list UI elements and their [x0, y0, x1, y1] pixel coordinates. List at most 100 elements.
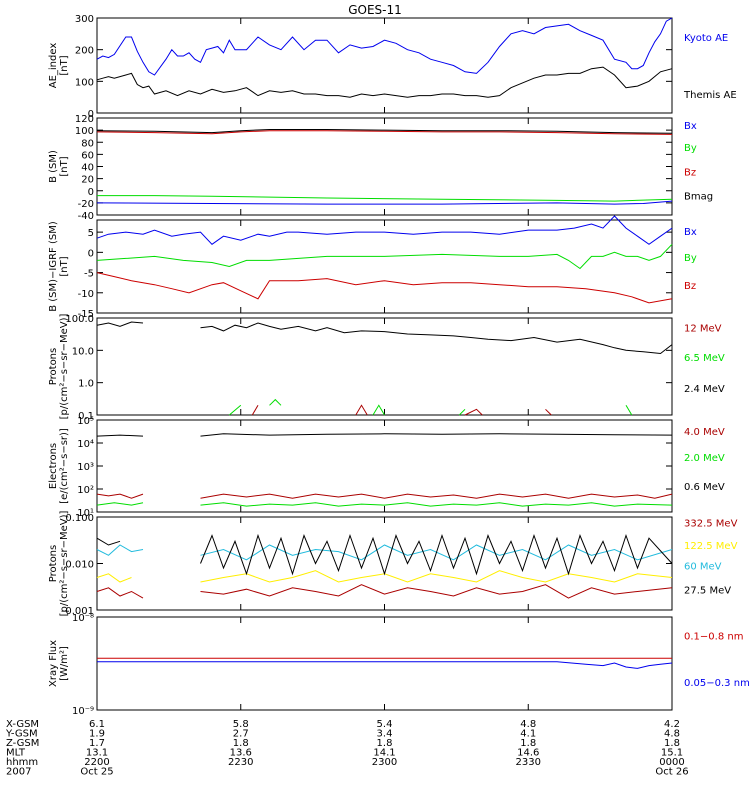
y-axis-label-line: [nT] — [59, 55, 70, 75]
y-axis-label: Electrons[e/(cm²−s−sr)] — [48, 428, 70, 504]
x-axis-value: 2200 — [84, 757, 109, 768]
y-axis-label-line: Protons — [48, 545, 59, 582]
series-line — [200, 533, 673, 576]
y-tick-label: 10¹ — [77, 508, 94, 519]
x-axis-value: 13.1 — [86, 748, 108, 759]
series-line — [96, 573, 132, 583]
y-axis-label-line: B (SM)−IGRF (SM) — [48, 221, 59, 312]
series-line — [97, 661, 673, 669]
series-line — [96, 243, 673, 270]
y-tick-label: 0.001 — [65, 606, 94, 617]
series-line — [355, 404, 368, 416]
y-tick-label: 300 — [75, 14, 94, 25]
x-axis-value: 14.6 — [517, 748, 539, 759]
panel-1: 0 100 200 300 AE_index[nT] Kyoto AE Themis AE — [48, 14, 737, 120]
y-axis-label: Protons[p/(cm²−s−sr−MeV)] — [48, 313, 70, 419]
x-axis-value: 2.7 — [233, 729, 249, 740]
y-tick-label: 5 — [88, 228, 94, 239]
series-line — [96, 537, 121, 546]
y-axis-label-line: Electrons — [48, 443, 59, 489]
y-tick-label: 40 — [81, 163, 94, 174]
x-axis-value: 0000 — [659, 757, 684, 768]
x-axis-value: 2330 — [516, 757, 541, 768]
x-axis-table: X-GSM 6.1 5.8 5.4 4.8 4.2Y-GSM 1.9 2.7 3.4 4.1 4.8… — [5, 719, 689, 778]
x-axis-value: 1.8 — [664, 738, 680, 749]
series-line — [458, 408, 466, 416]
y-tick-label: 0 — [88, 109, 94, 120]
y-axis-label-line: B (SM) — [48, 150, 59, 183]
y-axis-label-line: Protons — [48, 348, 59, 385]
x-axis-row-label: MLT — [6, 748, 26, 759]
legend-label: 60 MeV — [684, 561, 722, 572]
series-line — [200, 322, 673, 355]
series-line — [200, 502, 673, 507]
series-line — [96, 544, 144, 556]
chart-title: GOES-11 — [348, 3, 402, 17]
legend-label: Bx — [684, 227, 697, 238]
x-axis-value: 1.8 — [377, 738, 393, 749]
legend-label: Bmag — [684, 192, 713, 203]
series-line — [228, 404, 242, 416]
x-axis-value: Oct 26 — [655, 767, 688, 778]
series-line — [96, 434, 144, 437]
x-axis-value: 13.6 — [230, 748, 252, 759]
x-axis-value: 4.8 — [520, 719, 536, 730]
series-line — [96, 493, 144, 499]
y-tick-label: 10⁵ — [77, 416, 94, 427]
legend-label: 0.1−0.8 nm — [684, 632, 743, 643]
series-line — [545, 408, 552, 416]
legend-label: 2.4 MeV — [684, 384, 725, 395]
y-tick-label: 100 — [75, 126, 94, 137]
y-tick-label: -10 — [78, 289, 94, 300]
y-tick-label: 0 — [88, 187, 94, 198]
legend-label: 122.5 MeV — [684, 541, 738, 552]
y-axis-label-line: AE_index — [48, 43, 59, 89]
x-axis-value: 1.8 — [520, 738, 536, 749]
y-axis-label: Xray Flux[W/m²] — [48, 640, 70, 687]
panel-7: 10⁻⁸ 10⁻⁹ Xray Flux[W/m²] 0.1−0.8 nm 0.05−0.… — [48, 613, 750, 717]
y-tick-label: -40 — [78, 211, 94, 222]
series-line — [96, 587, 144, 599]
series-line — [96, 502, 144, 506]
y-tick-label: 10.0 — [72, 346, 94, 357]
series-line — [372, 404, 385, 416]
legend-label: Bz — [684, 281, 696, 292]
legend-label: Kyoto AE — [684, 33, 728, 44]
y-axis-label-line: [nT] — [59, 156, 70, 176]
y-tick-label: 10⁻⁸ — [72, 613, 94, 624]
y-tick-label: 0.1 — [78, 411, 94, 422]
series-line — [625, 405, 633, 416]
y-tick-label: 10³ — [77, 462, 94, 473]
legend-label: 0.6 MeV — [684, 482, 725, 493]
legend-label: Bz — [684, 167, 696, 178]
y-tick-label: 200 — [75, 46, 94, 57]
x-axis-row-label: X-GSM — [6, 719, 39, 730]
x-axis-value: 4.8 — [664, 729, 680, 740]
x-axis-value: 5.8 — [233, 719, 249, 730]
series-line — [200, 570, 673, 583]
x-axis-value: Oct 25 — [80, 767, 113, 778]
series-line — [200, 584, 673, 599]
legend-label: 6.5 MeV — [684, 353, 725, 364]
y-axis-label-line: [W/m²] — [59, 646, 70, 681]
legend-label: 2.0 MeV — [684, 453, 725, 464]
y-tick-label: 100 — [75, 77, 94, 88]
y-tick-label: -20 — [78, 199, 94, 210]
x-axis-value: 15.1 — [661, 748, 683, 759]
series-line — [96, 215, 673, 245]
series-line — [96, 17, 673, 76]
legend-label: 332.5 MeV — [684, 519, 738, 530]
y-tick-label: 10⁻⁹ — [72, 706, 94, 717]
x-axis-value: 2230 — [228, 757, 253, 768]
series-line — [96, 321, 144, 327]
legend-label: Bx — [684, 121, 697, 132]
y-tick-label: 60 — [81, 150, 94, 161]
x-axis-value: 14.1 — [373, 748, 395, 759]
y-axis-label-line: [p/(cm²−s−sr−MeV)] — [59, 313, 70, 419]
x-axis-value: 1.7 — [89, 738, 105, 749]
legend-label: 4.0 MeV — [684, 427, 725, 438]
y-tick-label: 120 — [75, 114, 94, 125]
